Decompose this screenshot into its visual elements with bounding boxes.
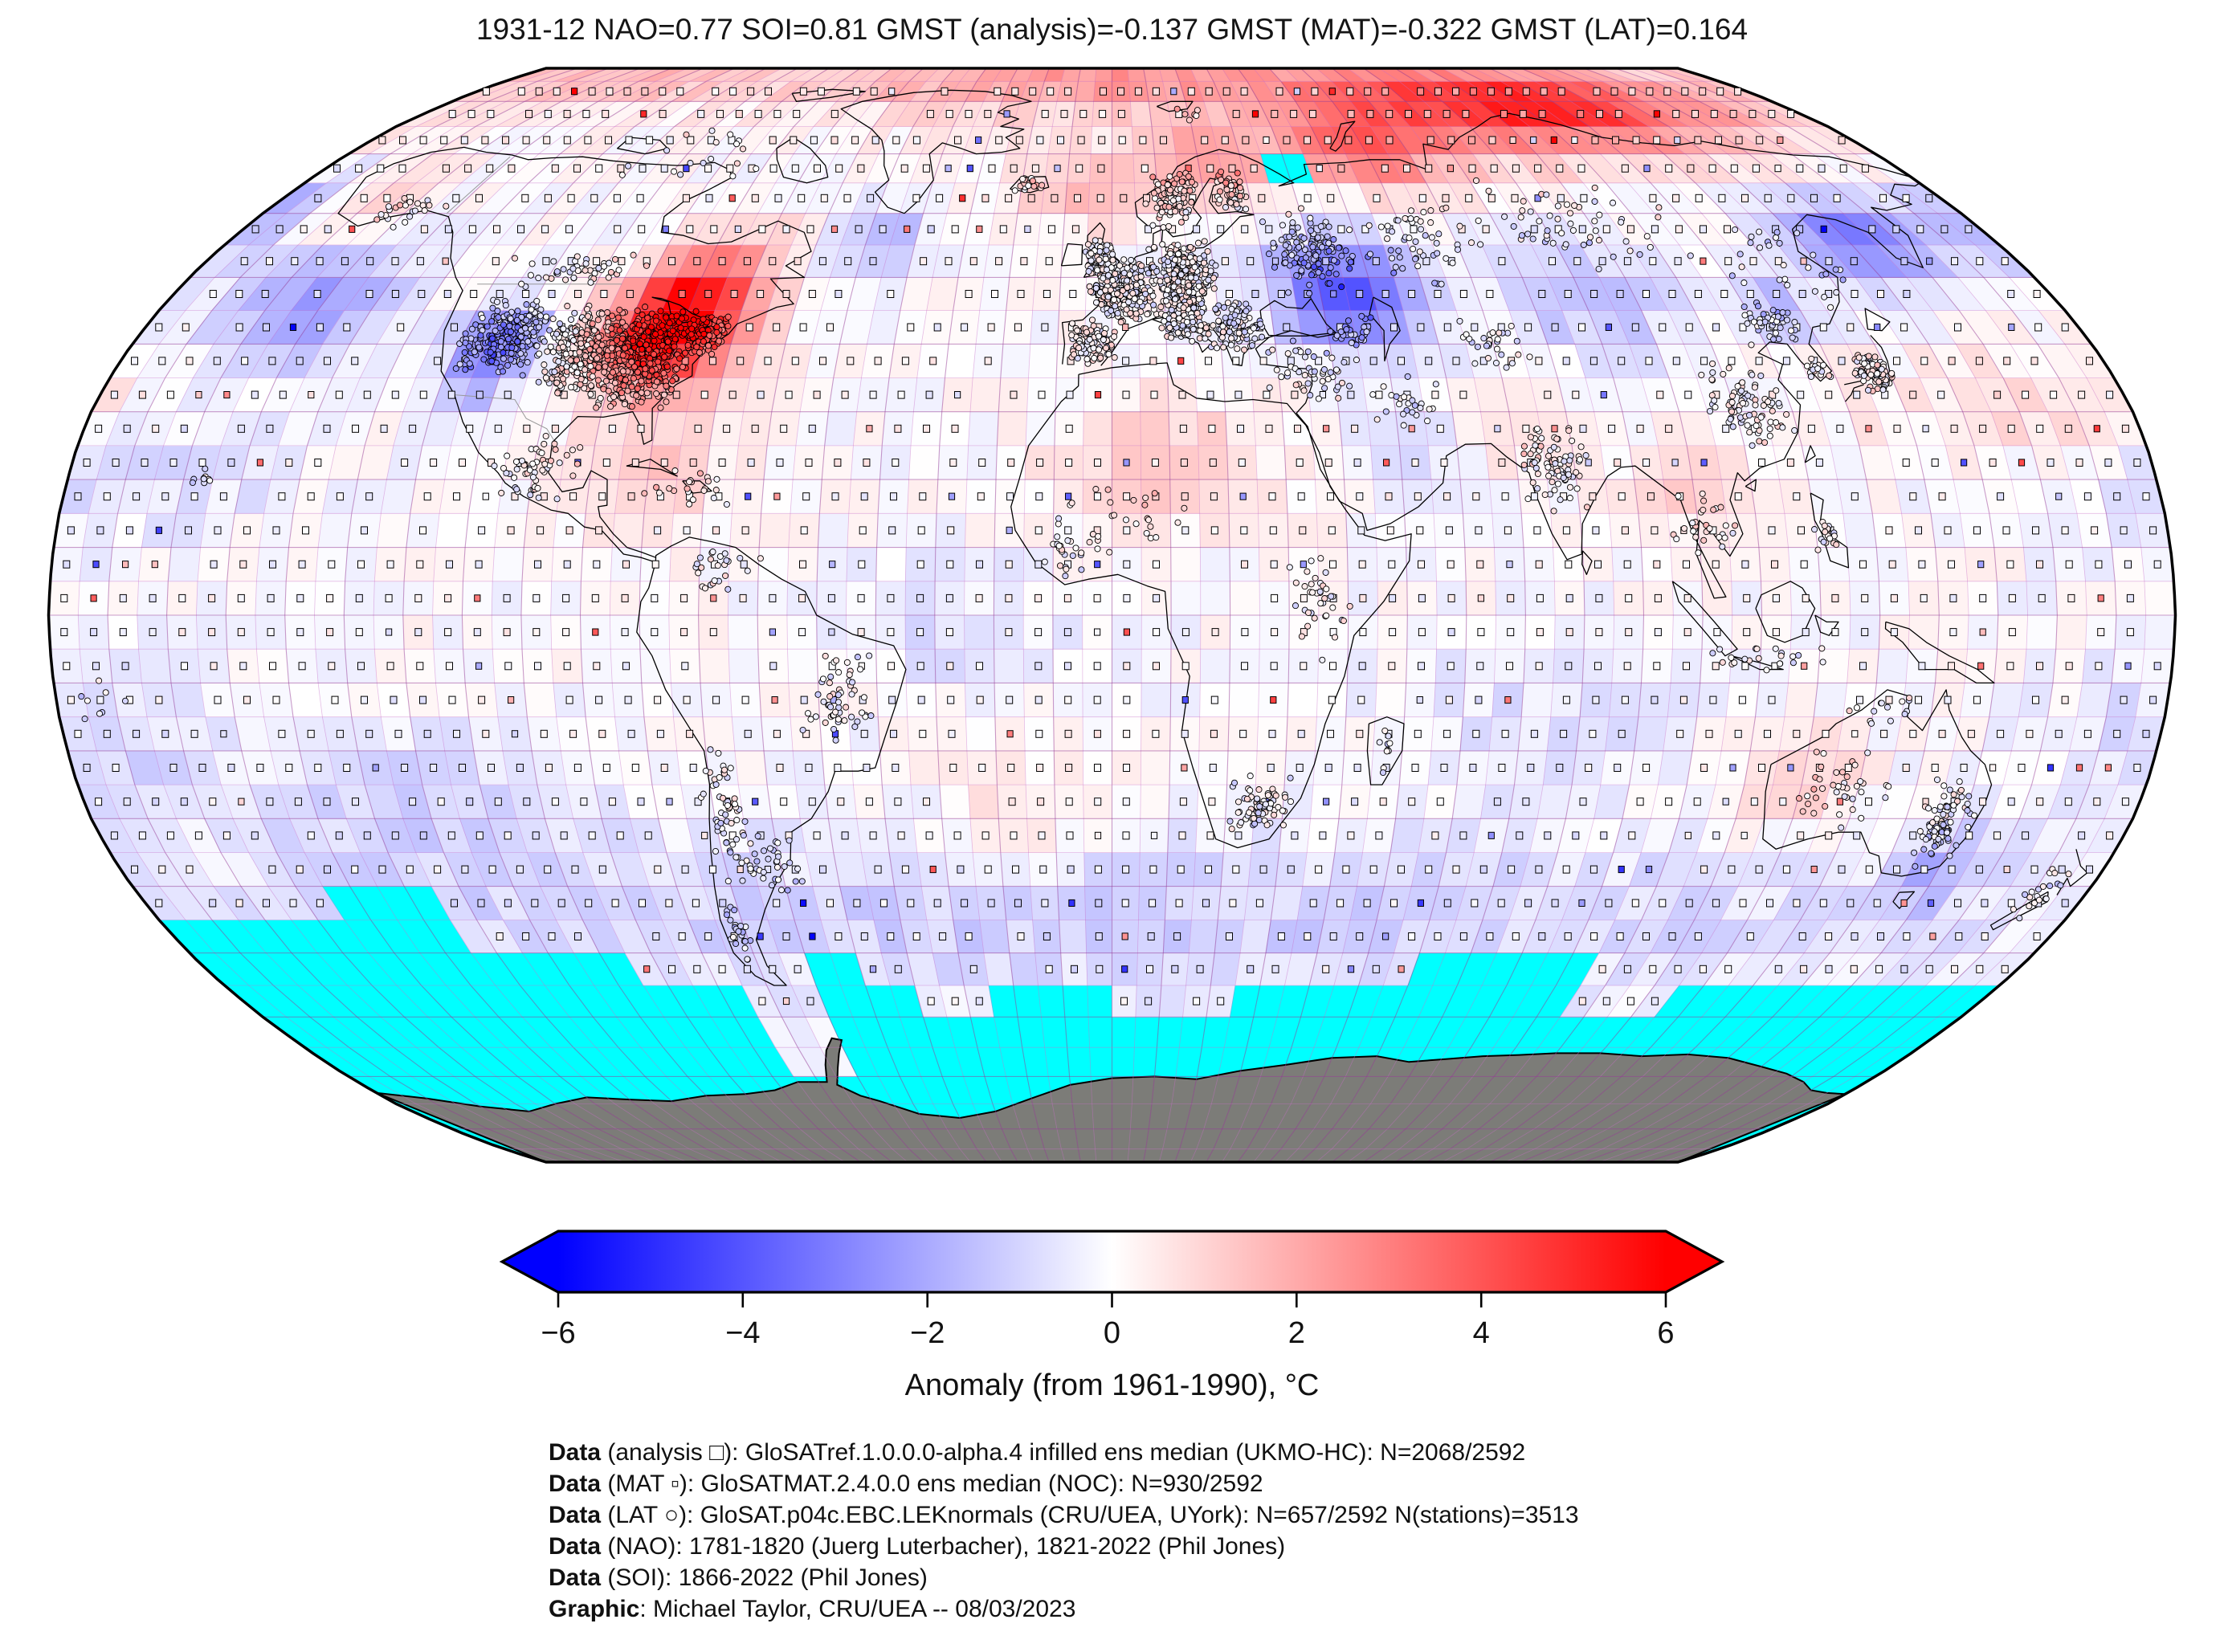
footer-line-analysis: Data (analysis □): GloSATref.1.0.0.0-alp… bbox=[549, 1439, 1526, 1466]
colorbar-tick-label: −2 bbox=[910, 1316, 945, 1350]
figure-title: 1931-12 NAO=0.77 SOI=0.81 GMST (analysis… bbox=[475, 13, 1749, 46]
colorbar-tick-label: −6 bbox=[541, 1316, 575, 1350]
footer-line-lat: Data (LAT ○): GloSAT.p04c.EBC.LEKnormals… bbox=[549, 1502, 1579, 1528]
colorbar-tick-label: 6 bbox=[1657, 1316, 1674, 1350]
colorbar-tick-label: 4 bbox=[1473, 1316, 1490, 1350]
colorbar-ticks bbox=[557, 1292, 1667, 1307]
gridbox-markers bbox=[60, 87, 2161, 1005]
antarctica-no-data-land bbox=[376, 1037, 1846, 1163]
colorbar-axis-label: Anomaly (from 1961-1990), °C bbox=[905, 1369, 1320, 1402]
footer-line-soi: Data (SOI): 1866-2022 (Phil Jones) bbox=[549, 1564, 928, 1591]
data-attribution: Data (analysis □): GloSATref.1.0.0.0-alp… bbox=[549, 1437, 1579, 1625]
colorbar-tick-label: 0 bbox=[1104, 1316, 1120, 1350]
colorbar-gradient-bar bbox=[499, 1230, 1725, 1294]
projection-outline bbox=[47, 67, 2177, 1164]
country-borders bbox=[446, 156, 622, 441]
colorbar-tick-label: 2 bbox=[1288, 1316, 1305, 1350]
graticule bbox=[47, 67, 2177, 1163]
footer-line-nao: Data (NAO): 1781-1820 (Juerg Luterbacher… bbox=[549, 1533, 1286, 1560]
footer-line-graphic: Graphic: Michael Taylor, CRU/UEA -- 08/0… bbox=[549, 1596, 1076, 1622]
footer-line-mat: Data (MAT ▫): GloSATMAT.2.4.0.0 ens medi… bbox=[549, 1470, 1263, 1497]
colorbar-tick-label: −4 bbox=[725, 1316, 760, 1350]
station-markers bbox=[78, 105, 2072, 963]
